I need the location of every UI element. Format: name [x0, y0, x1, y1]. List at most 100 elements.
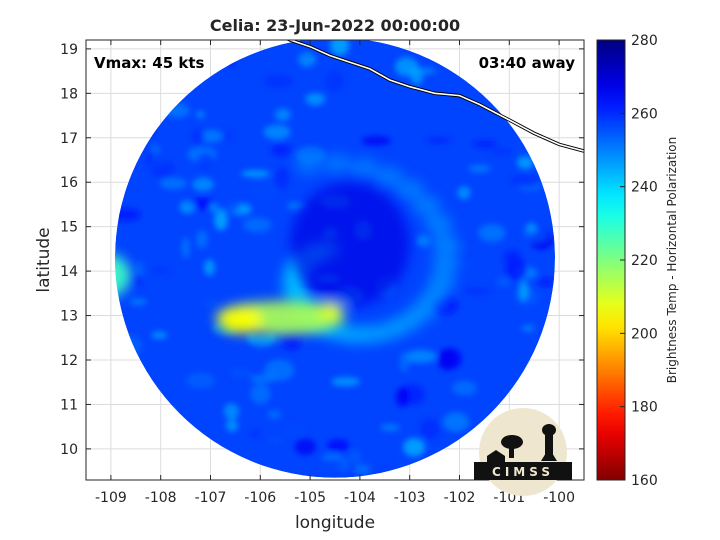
swath-texture-cell — [250, 383, 271, 404]
y-tick-label: 10 — [60, 442, 78, 458]
swath-texture-cell — [319, 458, 345, 476]
x-tick-label: -107 — [195, 490, 227, 506]
swath-texture-cell — [419, 418, 440, 440]
swath-features — [115, 182, 410, 335]
cimss-logo-text: CIMSS — [492, 465, 554, 479]
swath-texture-cell — [228, 368, 251, 378]
y-tick-label: 11 — [60, 397, 78, 413]
x-tick-label: -100 — [543, 490, 575, 506]
swath-texture-cell — [395, 386, 410, 408]
swath-texture-cell — [274, 167, 290, 189]
rain-band-cell — [412, 195, 441, 216]
swath-texture-cell — [243, 217, 272, 233]
swath-texture-cell — [330, 40, 350, 56]
swath-texture-cell — [361, 135, 391, 146]
coastline — [285, 40, 584, 153]
y-axis-label: latitude — [34, 227, 54, 292]
swath-texture-cell — [149, 265, 171, 275]
swath-texture-cell — [442, 412, 470, 432]
colorbar-tick-label: 260 — [631, 106, 658, 122]
time-offset-annotation: 03:40 away — [479, 54, 576, 72]
colorbar-tick-label: 180 — [631, 400, 658, 416]
rain-band-cell — [430, 233, 459, 254]
swath-texture-cell — [151, 144, 160, 155]
swath-texture-cell — [214, 209, 228, 231]
cimss-logo: CIMSS — [474, 408, 572, 496]
swath-texture-cell — [472, 140, 498, 148]
swath-texture-cell — [324, 70, 344, 92]
x-tick-label: -102 — [444, 490, 476, 506]
feature-cold_center — [290, 182, 410, 307]
x-tick-label: -109 — [95, 490, 127, 506]
vmax-annotation: Vmax: 45 kts — [94, 54, 204, 72]
x-tick-label: -106 — [244, 490, 276, 506]
swath-texture-cell — [249, 430, 262, 438]
swath-texture-cell — [199, 129, 223, 143]
swath-texture-cell — [246, 330, 277, 347]
swath-texture-cell — [263, 75, 293, 88]
swath-texture-cell — [511, 175, 542, 187]
swath-texture-cell — [404, 349, 437, 364]
y-tick-label: 13 — [60, 309, 78, 325]
rain-band-cell — [322, 153, 351, 174]
swath-texture-cell — [179, 200, 196, 214]
colorbar-tick-label: 160 — [631, 473, 658, 489]
swath-texture-cell — [202, 299, 219, 307]
y-tick-label: 17 — [60, 131, 78, 147]
feature-warm_core — [317, 303, 343, 320]
y-axis-ticks: 10 11 12 13 14 15 16 17 18 19 — [60, 42, 584, 458]
rain-band-cell — [294, 154, 323, 175]
swath-texture-cell — [203, 259, 215, 276]
colorbar-tick-label: 240 — [631, 180, 658, 196]
colorbar-tick-label: 220 — [631, 253, 658, 269]
swath-texture-cell — [240, 170, 271, 177]
colorbar-tick-label: 280 — [631, 33, 658, 49]
swath-texture-cell — [322, 453, 342, 461]
swath-texture-cell — [452, 380, 478, 396]
swath-texture-cell — [283, 422, 307, 436]
swath-texture-cell — [353, 464, 371, 475]
swath-texture-cell — [129, 298, 147, 306]
rain-band-cell — [427, 271, 456, 292]
swath-texture-cell — [518, 280, 529, 302]
feature-west_band — [115, 253, 131, 298]
swath-texture-cell — [380, 423, 400, 432]
swath-texture-cell — [521, 230, 548, 242]
swath-texture-cell — [517, 155, 534, 170]
swath-texture-cell — [415, 234, 430, 247]
y-tick-label: 18 — [60, 86, 78, 102]
colorbar-tick-label: 200 — [631, 326, 658, 342]
x-tick-label: -103 — [394, 490, 426, 506]
swath-texture-cell — [403, 438, 426, 457]
swath-texture-cell — [263, 124, 291, 140]
swath-texture-cell — [496, 276, 511, 287]
swath-texture-cell — [151, 331, 168, 340]
colorbar-ticks: 160 180 200 220 240 260 280 — [620, 33, 658, 489]
y-tick-label: 19 — [60, 42, 78, 58]
swath-texture-cell — [223, 403, 239, 420]
swath-texture-cell — [159, 177, 187, 190]
swath-texture-cell — [331, 376, 361, 387]
chart-title: Celia: 23-Jun-2022 00:00:00 — [210, 16, 460, 35]
swath-texture-cell — [196, 152, 215, 172]
swath-texture-cell — [298, 52, 317, 67]
rain-band-cell — [424, 213, 453, 234]
swath-texture-cell — [286, 201, 306, 211]
swath-texture-cell — [394, 57, 418, 77]
rain-band-cell — [431, 252, 460, 273]
swath-texture-cell — [437, 348, 457, 371]
swath-texture-cell — [490, 147, 514, 155]
colorbar: 160 180 200 220 240 260 280 Brightness Temp - … — [596, 33, 679, 489]
swath-texture-cell — [478, 223, 506, 242]
swath-texture-cell — [181, 237, 190, 259]
x-tick-label: -105 — [294, 490, 326, 506]
swath-texture-cell — [537, 278, 555, 286]
swath-texture-cell — [468, 164, 491, 173]
x-axis-ticks: -109 -108 -107 -106 -105 -104 -103 -102 -101 -100 — [95, 40, 575, 506]
swath-texture-cell — [222, 129, 233, 144]
swath-texture-cell — [136, 260, 145, 279]
rain-band-cell — [395, 179, 424, 200]
swath-texture-cell — [349, 449, 361, 464]
y-tick-label: 14 — [60, 264, 78, 280]
